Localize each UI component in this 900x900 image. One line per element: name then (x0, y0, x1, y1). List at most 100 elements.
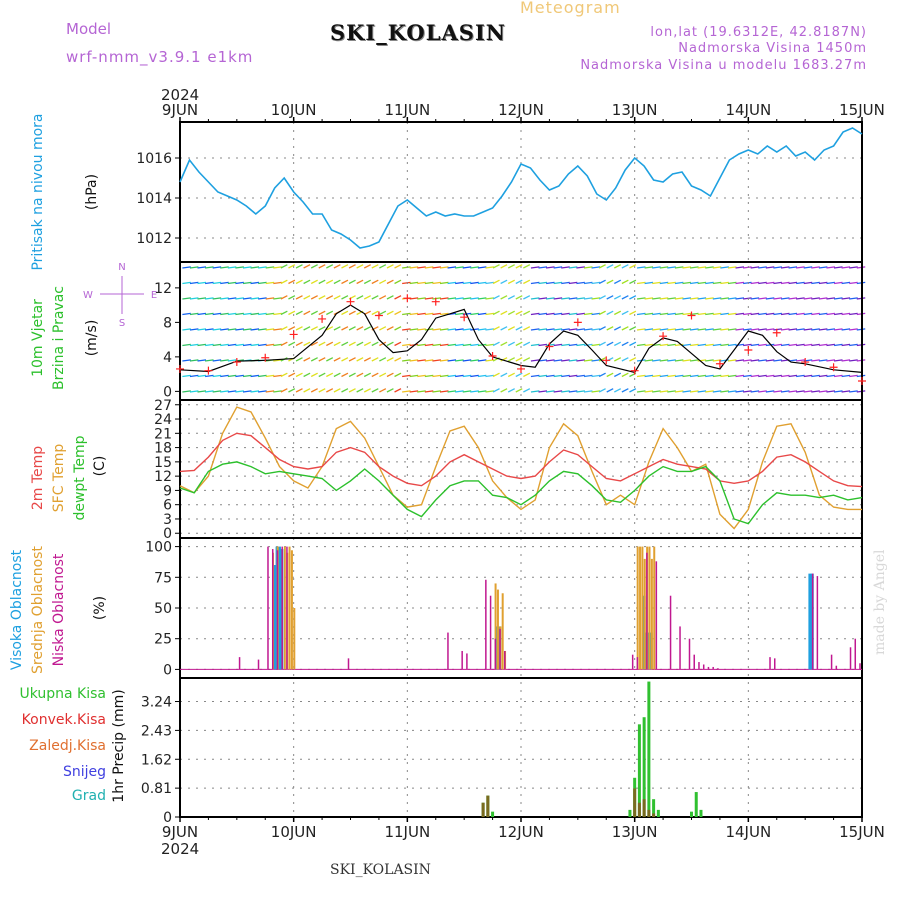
cloud-bar-low (702, 664, 705, 670)
temp-tick-label: 21 (154, 426, 172, 442)
cloud-bar-low (655, 561, 658, 670)
wind-gust-point (715, 359, 724, 368)
year-label-bottom: 2024 (161, 840, 199, 858)
mid-cloud-label: Srednja Oblacnost (30, 546, 46, 674)
cloud-bar-low (286, 546, 288, 670)
pressure-unit: (hPa) (84, 174, 100, 210)
cloud-bar-low (347, 658, 350, 670)
precip-bar-1 (481, 802, 485, 817)
precip-tick-label: 1.62 (141, 752, 172, 768)
model-altitude-info: Nadmorska Visina u modelu 1683.27m (580, 58, 867, 73)
sfc-temp-series (179, 406, 862, 530)
day-label-bottom: 11JUN (384, 823, 430, 841)
dewpt-label: dewpt Temp (72, 435, 88, 520)
pressure-tick-label: 1016 (136, 151, 172, 167)
cloud-bar-low (494, 638, 497, 670)
temp-tick-label: 18 (154, 441, 172, 457)
wind-gust-point (545, 342, 554, 351)
day-label-bottom: 15JUN (839, 823, 885, 841)
wind-gust-point (573, 318, 582, 327)
wind-gust-point (318, 314, 327, 323)
precip-bar-0 (647, 681, 651, 817)
temp-tick-label: 27 (154, 398, 172, 414)
wind-gust-point (204, 366, 213, 375)
cloud-bar-mid (643, 558, 646, 670)
pressure-label: Pritisak na nivou mora (30, 113, 46, 270)
precip-legend-label: Ukupna Kisa (19, 686, 106, 702)
compass-n: N (118, 262, 125, 273)
model-name: wrf-nmm_v3.9.1 e1km (66, 48, 254, 66)
precip-bar-1 (486, 795, 490, 817)
wind-gust-point (403, 294, 412, 303)
cloud-bar-low (489, 595, 492, 670)
cloud-bar-high (277, 546, 281, 670)
precip-legend-label: Zaledj.Kisa (29, 738, 106, 754)
wind-arrow-field (182, 264, 866, 393)
precip-bar-0 (637, 724, 641, 817)
temp2m-series (179, 432, 863, 488)
cloud-bar-low (707, 666, 710, 670)
temp-tick-label: 0 (163, 526, 172, 542)
cloud-bar-low (688, 638, 691, 670)
wind-gust-point (517, 364, 525, 373)
cloud-bar-low (504, 650, 506, 670)
precip-bar-0 (491, 811, 495, 817)
credit-text: made by Angel (872, 549, 888, 656)
meteogram-title: Meteogram (520, 0, 621, 17)
wind-gust-point (829, 363, 838, 372)
day-label-top: 13JUN (612, 101, 658, 119)
panel-frame-pressure (179, 121, 863, 263)
cloud-bar-low (769, 657, 771, 670)
precip-unit: 1hr Precip (mm) (111, 689, 127, 802)
cloud-bar-low (276, 550, 279, 670)
precip-legend-label: Grad (72, 788, 106, 804)
wind-gust-point (232, 358, 241, 367)
precip-tick-label: 2.43 (141, 723, 172, 739)
cloud-bar-low (636, 657, 639, 670)
precip-bar-0 (694, 792, 698, 817)
day-label-top: 15JUN (839, 101, 885, 119)
cloud-bar-mid (653, 546, 656, 670)
cloud-bar-low (712, 666, 714, 670)
precip-legend-label: Konvek.Kisa (22, 712, 106, 728)
cloud-tick-label: 0 (163, 662, 172, 678)
cloud-bar-low (811, 573, 814, 670)
footer-station: SKI_KOLASIN (330, 862, 431, 878)
cloud-bar-mid (648, 546, 651, 670)
cloud-tick-label: 75 (154, 570, 172, 586)
wind-gust-point (744, 345, 753, 354)
wind-gust-point (858, 377, 866, 386)
wind-unit: (m/s) (84, 320, 100, 357)
wind-gust-point (346, 297, 355, 306)
cloud-unit: (%) (92, 596, 108, 620)
day-label-top: 14JUN (725, 101, 771, 119)
cloud-bar-low (447, 632, 449, 670)
cloud-bar-low (854, 638, 857, 670)
year-label-top: 2024 (161, 86, 199, 104)
temp-tick-label: 6 (163, 498, 172, 514)
temp-tick-label: 24 (154, 412, 172, 428)
wind-sublabel: Brzina i Pravac (51, 286, 67, 390)
cloud-bar-mid (636, 546, 639, 670)
cloud-bar-low (499, 628, 501, 670)
model-label: Model (66, 20, 112, 38)
cloud-bar-low (816, 576, 819, 670)
cloud-bar-low (679, 626, 681, 670)
precip-bar-0 (652, 799, 656, 817)
pressure-tick-label: 1012 (136, 231, 172, 247)
cloud-bar-mid (290, 550, 293, 670)
cloud-bar-mid (650, 558, 653, 670)
wind-gust-point (176, 364, 184, 373)
wind-gust-point (659, 332, 668, 341)
precip-tick-label: 0.81 (141, 781, 172, 797)
cloud-bar-low (267, 546, 269, 670)
precip-bar-1 (633, 788, 637, 817)
wind-gust-point (687, 311, 696, 320)
cloud-bar-low (631, 654, 634, 670)
precip-bar-1 (637, 802, 641, 817)
wind-gust-point (630, 366, 639, 375)
wind-tick-label: 0 (163, 384, 172, 400)
wind-gust-point (488, 352, 497, 361)
cloud-bar-low (281, 546, 283, 670)
